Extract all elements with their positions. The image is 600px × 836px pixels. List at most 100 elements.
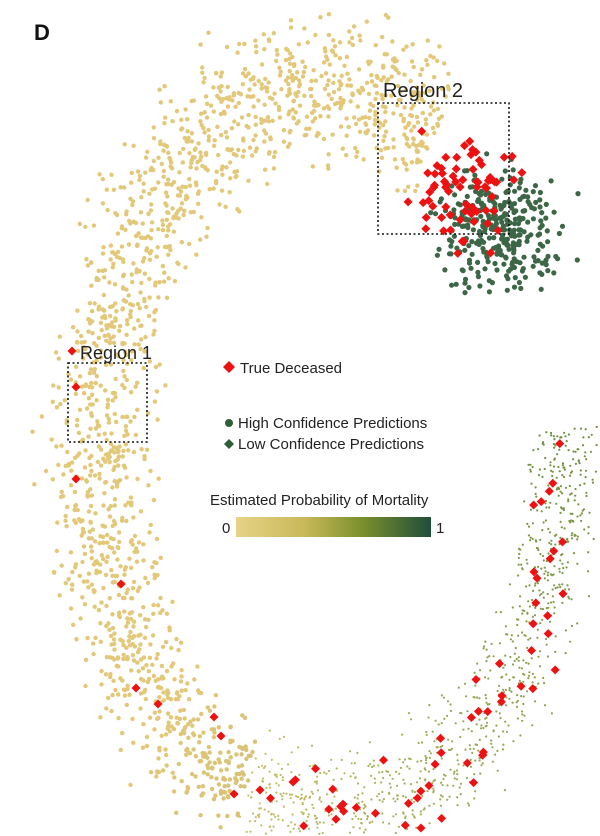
scatter-point [508,678,511,681]
scatter-point [191,209,196,215]
scatter-point [402,795,405,798]
scatter-point [166,720,171,725]
scatter-point [77,221,83,227]
scatter-point [533,566,537,569]
scatter-point [192,147,197,152]
scatter-point [510,167,516,173]
scatter-point [484,151,490,157]
scatter-point [116,610,122,615]
scatter-point [170,770,175,776]
scatter-point [363,786,366,789]
scatter-point [91,223,97,228]
scatter-point [136,669,141,674]
scatter-point [206,744,212,750]
scatter-point [144,743,150,749]
scatter-point [548,178,554,184]
scatter-point [428,804,431,807]
scatter-point [352,772,355,775]
scatter-point [86,396,92,401]
scatter-point [86,434,91,439]
scatter-point [350,91,355,96]
scatter-point [572,520,575,523]
scatter-point [88,520,93,525]
scatter-point [453,770,456,773]
scatter-point [564,486,568,489]
scatter-point [222,111,227,116]
scatter-point [117,323,123,329]
scatter-point [385,770,388,773]
scatter-point [172,677,177,682]
scatter-point [523,500,526,503]
scatter-point [584,428,587,431]
scatter-point [166,276,171,281]
scatter-point [544,637,548,641]
scatter-point [278,69,283,75]
scatter-point [301,69,307,75]
scatter-point [441,744,444,748]
scatter-point [368,821,371,824]
scatter-point [181,146,186,152]
scatter-point [277,762,280,765]
scatter-point [85,635,90,641]
scatter-point [111,334,116,339]
scatter-point [428,704,431,707]
scatter-point [520,710,524,713]
scatter-point [441,795,444,798]
scatter-point [516,232,522,238]
scatter-point [236,100,241,106]
deceased-marker [466,713,476,723]
scatter-point [61,472,66,477]
scatter-point [287,130,292,135]
scatter-point [138,657,144,662]
scatter-point [411,103,416,108]
scatter-point [85,263,91,268]
scatter-point [544,228,550,234]
scatter-point [117,255,123,261]
scatter-point [496,749,499,753]
scatter-point [233,104,238,109]
scatter-point [554,543,557,546]
scatter-point [517,574,520,577]
scatter-point [210,766,215,771]
scatter-point [199,111,204,117]
scatter-point [592,538,595,541]
scatter-point [501,748,505,751]
scatter-point [387,770,390,773]
scatter-point [185,129,190,134]
scatter-point [474,759,477,762]
scatter-point [272,825,275,828]
scatter-point [236,147,241,153]
scatter-point [410,798,413,801]
scatter-point [273,773,276,776]
scatter-point [272,813,275,816]
scatter-point [442,773,445,776]
scatter-point [110,265,116,270]
scatter-point [340,146,345,151]
scatter-point [259,117,264,122]
scatter-point [234,153,239,158]
scatter-point [314,133,319,139]
scatter-point [112,464,117,470]
scatter-point [107,514,113,519]
scatter-point [576,538,579,541]
scatter-point [545,431,548,434]
scatter-point [540,567,543,570]
scatter-point [579,473,582,476]
scatter-point [261,764,264,767]
scatter-point [314,814,317,818]
scatter-point [89,283,94,288]
scatter-point [518,552,521,556]
scatter-point [65,504,70,510]
scatter-point [178,679,184,684]
scatter-point [146,211,151,216]
deceased-marker [461,199,471,209]
scatter-point [287,763,290,766]
scatter-point [550,539,553,542]
scatter-point [424,755,427,758]
scatter-point [179,127,184,132]
scatter-point [348,83,354,88]
scatter-point [527,677,530,680]
scatter-point [474,743,477,746]
scatter-point [522,274,529,280]
scatter-point [395,83,401,89]
